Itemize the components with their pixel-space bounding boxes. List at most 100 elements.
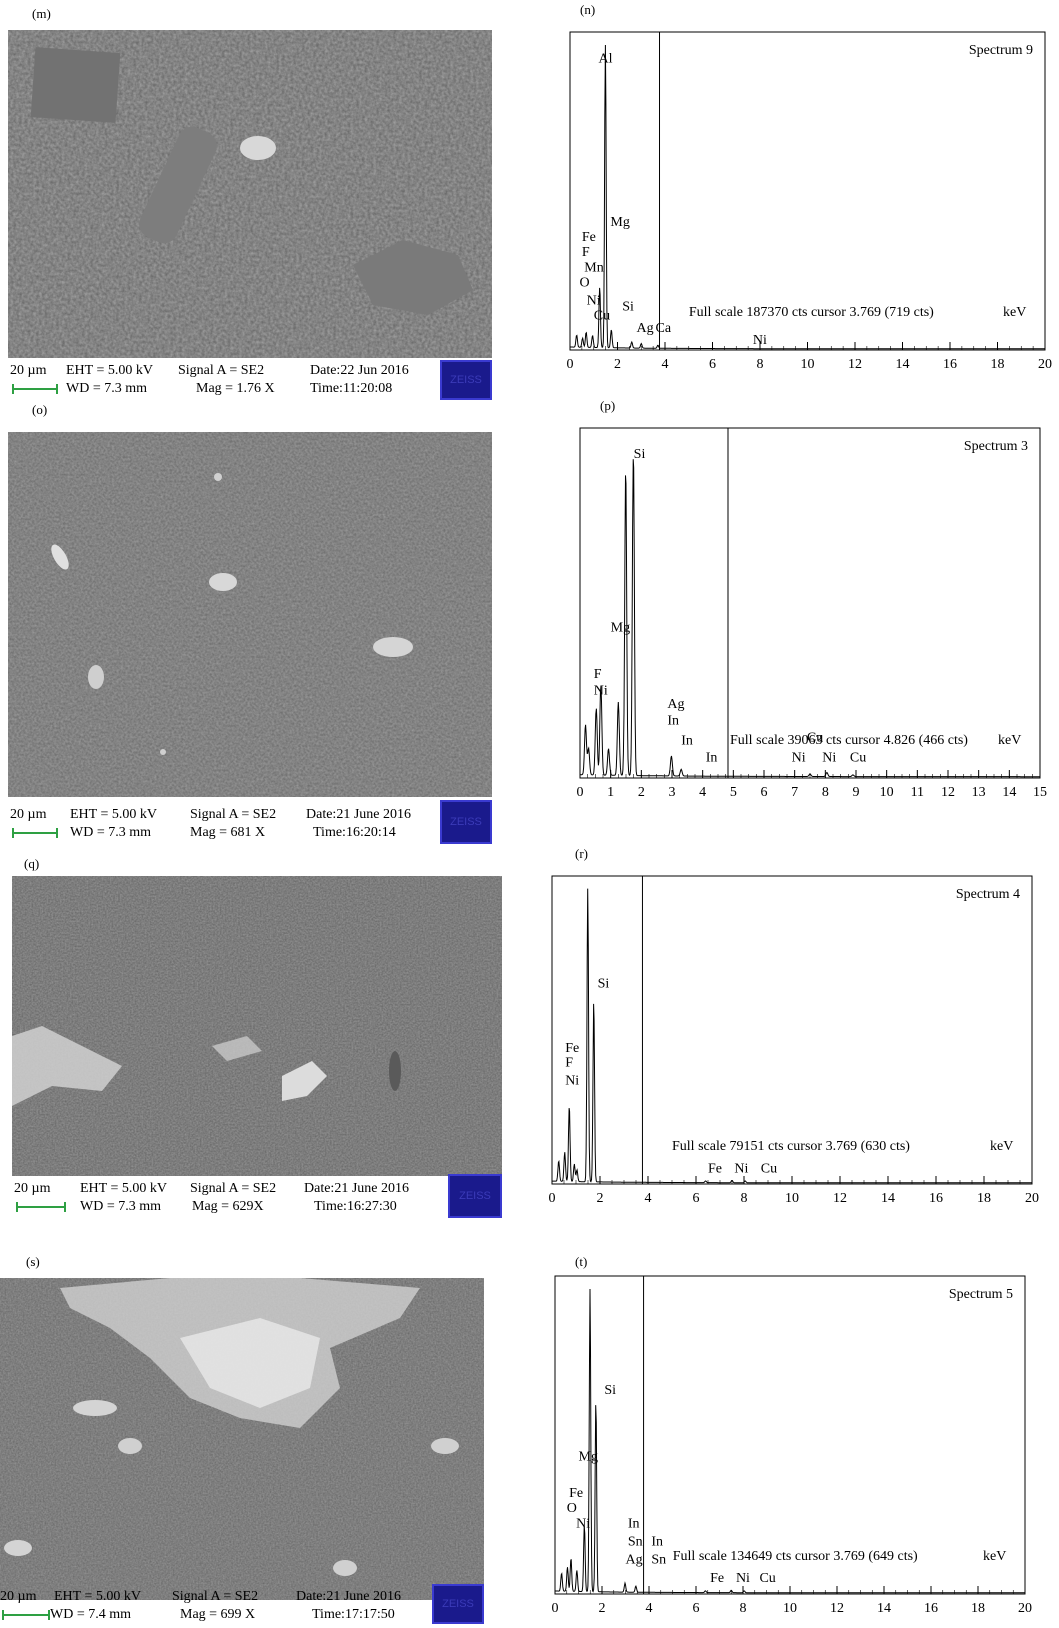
- tick-label: 16: [929, 1191, 943, 1206]
- unit-label: keV: [998, 733, 1021, 748]
- tick-label: 12: [830, 1601, 844, 1616]
- tick-label: 0: [577, 785, 584, 800]
- panel-label-m: (m): [32, 6, 51, 21]
- scale-label: 20 µm: [10, 807, 47, 822]
- panel-label-r: (r): [575, 846, 588, 861]
- eds-spectrum-t: 0 2 4 6 8 10 12 14 16 18 20 Spectrum 5 Full scale 13…: [552, 1275, 1032, 1616]
- tick-label: 10: [801, 357, 815, 372]
- tick-label: 16: [943, 357, 957, 372]
- eht-value: EHT = 5.00 kV: [70, 807, 157, 822]
- element-label: Cu: [850, 750, 866, 765]
- zeiss-logo: ZEISS: [440, 800, 492, 844]
- spectrum-title: Spectrum 3: [964, 439, 1028, 454]
- element-label: F: [565, 1056, 573, 1071]
- sem-infobar-s: 20 µm EHT = 5.00 kV WD = 7.4 mm Signal A…: [0, 1588, 484, 1628]
- tick-label: 6: [693, 1601, 700, 1616]
- element-label: Si: [604, 1383, 616, 1398]
- tick-label: 0: [552, 1601, 559, 1616]
- tick-label: 14: [877, 1601, 891, 1616]
- sem-texture: [8, 30, 492, 358]
- element-label: O: [580, 275, 590, 290]
- date-value: Date:21 June 2016: [296, 1589, 401, 1604]
- signal-value: Signal A = SE2: [190, 807, 277, 822]
- element-label: Ni: [822, 750, 836, 765]
- eht-value: EHT = 5.00 kV: [80, 1181, 167, 1196]
- sem-image-q: [12, 876, 502, 1176]
- plot-frame: [579, 427, 1041, 779]
- time-value: Time:11:20:08: [310, 381, 393, 396]
- sem-texture: [0, 1278, 484, 1600]
- tick-label: 14: [881, 1191, 895, 1206]
- tick-label: 1: [607, 785, 614, 800]
- sem-texture: [12, 876, 502, 1176]
- tick-label: 3: [669, 785, 676, 800]
- element-label: In: [651, 1535, 663, 1550]
- element-label: F: [594, 667, 602, 682]
- fullscale-readout: Full scale 187370 cts cursor 3.769 (719 …: [689, 305, 934, 320]
- tick-label: 14: [1002, 785, 1016, 800]
- tick-label: 20: [1025, 1191, 1039, 1206]
- tick-label: 7: [791, 785, 798, 800]
- sem-infobar-m: 20 µm EHT = 5.00 kV WD = 7.3 mm Signal A…: [8, 362, 492, 402]
- wd-value: WD = 7.3 mm: [66, 381, 147, 396]
- element-label: Cu: [759, 1571, 775, 1586]
- element-label: Fe: [582, 230, 596, 245]
- unit-label: keV: [990, 1139, 1013, 1154]
- element-label: In: [628, 1516, 640, 1531]
- mag-value: Mag = 699 X: [180, 1607, 256, 1622]
- element-label: Ni: [736, 1571, 750, 1586]
- zeiss-logo: ZEISS: [432, 1584, 484, 1624]
- eht-value: EHT = 5.00 kV: [54, 1589, 141, 1604]
- unit-label: keV: [983, 1549, 1006, 1564]
- scale-label: 20 µm: [10, 363, 47, 378]
- fullscale-readout: Full scale 79151 cts cursor 3.769 (630 c…: [672, 1139, 910, 1154]
- sem-image-o: [8, 432, 492, 797]
- element-label: In: [706, 750, 718, 765]
- element-label: Ag: [667, 697, 684, 712]
- scale-bar: [12, 828, 58, 838]
- fullscale-readout: Full scale 39063 cts cursor 4.826 (466 c…: [730, 733, 968, 748]
- element-label: In: [681, 734, 693, 749]
- tick-label: 18: [977, 1191, 991, 1206]
- tick-label: 2: [599, 1601, 606, 1616]
- element-label: Ni: [792, 750, 806, 765]
- element-label: Fe: [565, 1041, 579, 1056]
- zeiss-logo: ZEISS: [448, 1174, 502, 1218]
- panel-label-n: (n): [580, 2, 596, 17]
- wd-value: WD = 7.3 mm: [80, 1199, 161, 1214]
- element-label: Ni: [734, 1161, 748, 1176]
- tick-label: 16: [924, 1601, 938, 1616]
- scale-bar: [12, 384, 58, 394]
- tick-label: 15: [1033, 785, 1047, 800]
- element-label: Mg: [611, 620, 630, 635]
- zeiss-logo: ZEISS: [440, 360, 492, 400]
- plot-frame: [551, 875, 1033, 1185]
- mag-value: Mag = 681 X: [190, 825, 266, 840]
- plot-frame: [569, 31, 1046, 351]
- sem-infobar-q: 20 µm EHT = 5.00 kV WD = 7.3 mm Signal A…: [12, 1180, 502, 1220]
- tick-label: 14: [896, 357, 910, 372]
- unit-label: keV: [1003, 305, 1026, 320]
- element-label: Ca: [656, 321, 672, 336]
- time-value: Time:16:27:30: [314, 1199, 397, 1214]
- tick-label: 5: [730, 785, 737, 800]
- panel-label-o: (o): [32, 402, 48, 417]
- tick-label: 18: [991, 357, 1005, 372]
- mag-value: Mag = 1.76 X: [196, 381, 275, 396]
- tick-label: 20: [1018, 1601, 1032, 1616]
- plot-frame: [554, 1275, 1026, 1595]
- tick-label: 2: [638, 785, 645, 800]
- spectrum-title: Spectrum 4: [956, 887, 1020, 902]
- element-label: Al: [599, 51, 613, 66]
- element-label: Mn: [584, 260, 603, 275]
- time-value: Time:17:17:50: [312, 1607, 395, 1622]
- element-label: Ni: [565, 1073, 579, 1088]
- tick-label: 13: [972, 785, 986, 800]
- signal-value: Signal A = SE2: [172, 1589, 259, 1604]
- tick-label: 10: [785, 1191, 799, 1206]
- element-label: Mg: [610, 215, 629, 230]
- signal-value: Signal A = SE2: [190, 1181, 277, 1196]
- eds-spectrum-n: 0 2 4 6 8 10 12 14 16 18 20 Spectrum 9 Full scale 18…: [567, 31, 1052, 372]
- element-label: Sn: [651, 1553, 666, 1568]
- tick-label: 10: [880, 785, 894, 800]
